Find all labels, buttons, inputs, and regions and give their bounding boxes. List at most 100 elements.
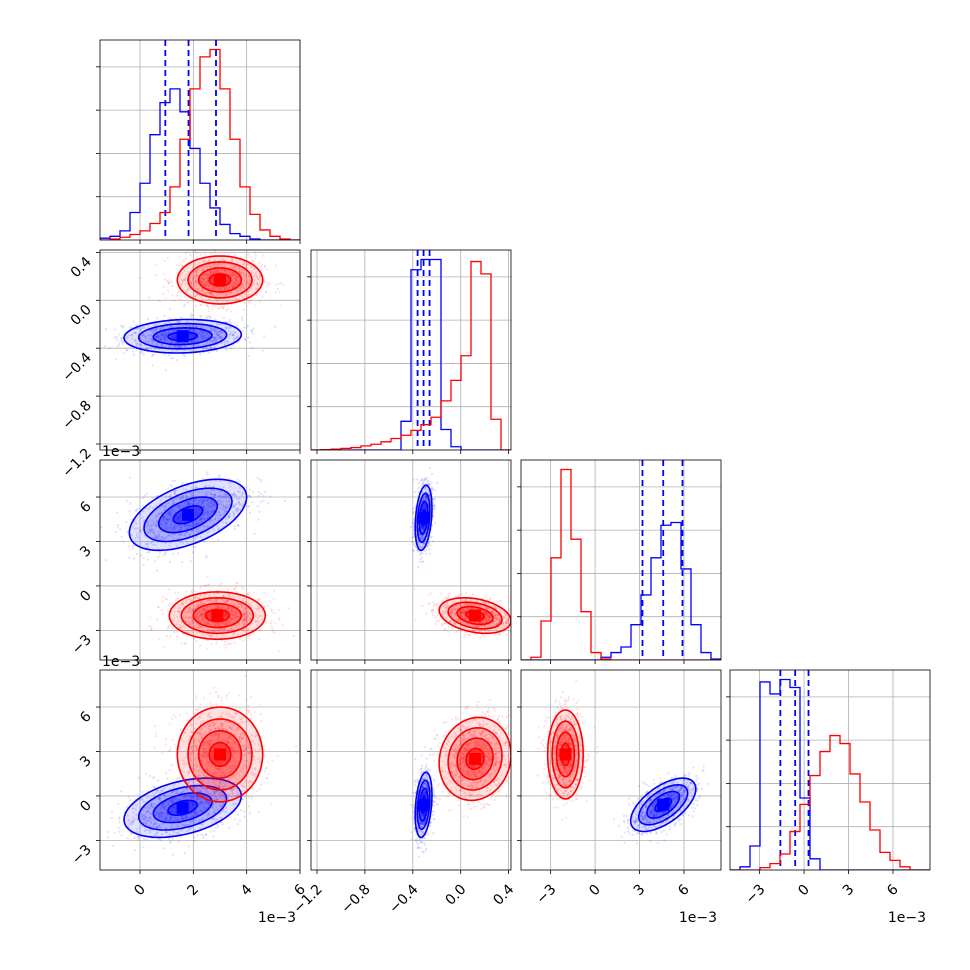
blue-sample-point (224, 340, 227, 343)
red-sample-point (187, 301, 190, 304)
blue-sample-point (158, 336, 161, 339)
blue-sample-point (139, 343, 142, 346)
red-sample-point (156, 618, 159, 621)
red-sample-point (263, 264, 266, 267)
blue-sample-point (259, 492, 262, 495)
blue-sample-point (235, 507, 238, 510)
red-sample-point (207, 275, 210, 278)
blue-sample-point (171, 501, 174, 504)
red-sample-point (223, 287, 226, 290)
red-sample-point (213, 259, 216, 262)
blue-sample-point (172, 537, 175, 540)
red-sample-point (209, 271, 212, 274)
blue-sample-point (197, 491, 200, 494)
blue-sample-point (222, 317, 225, 320)
blue-sample-point (175, 524, 178, 527)
blue-sample-point (168, 544, 171, 547)
blue-sample-point (235, 510, 238, 513)
blue-sample-point (147, 325, 150, 328)
red-sample-point (208, 257, 211, 260)
blue-contour-line (152, 326, 213, 346)
red-sample-point (193, 262, 196, 265)
blue-sample-point (133, 527, 137, 530)
blue-sample-point (126, 837, 129, 840)
red-sample-point (210, 279, 214, 282)
blue-sample-point (170, 528, 174, 531)
blue-sample-point (217, 330, 220, 334)
blue-sample-point (181, 533, 184, 537)
blue-sample-point (178, 324, 181, 327)
blue-sample-point (155, 519, 158, 522)
red-sample-point (202, 284, 205, 287)
red-sample-point (245, 274, 248, 277)
blue-sample-point (126, 335, 129, 339)
blue-sample-point (202, 505, 205, 508)
blue-sample-point (211, 493, 214, 496)
red-sample-point (246, 593, 249, 596)
red-sample-point (274, 264, 277, 267)
red-sample-point (231, 257, 234, 260)
blue-sample-point (191, 494, 194, 497)
blue-sample-point (228, 513, 231, 516)
red-sample-point (224, 263, 227, 266)
blue-sample-point (248, 494, 251, 497)
blue-sample-point (181, 561, 184, 564)
red-sample-point (184, 278, 187, 281)
red-density-peak (214, 273, 226, 286)
blue-sample-point (226, 514, 229, 517)
red-sample-point (202, 819, 205, 822)
red-sample-point (229, 310, 232, 313)
red-sample-point (225, 309, 228, 312)
blue-sample-point (124, 337, 127, 340)
red-sample-point (272, 598, 275, 601)
blue-sample-point (173, 489, 176, 492)
blue-sample-point (169, 523, 172, 526)
blue-sample-point (177, 519, 180, 522)
red-sample-point (230, 264, 233, 267)
red-sample-point (212, 686, 215, 689)
blue-sample-point (156, 779, 160, 782)
blue-sample-point (115, 335, 118, 339)
blue-sample-point (209, 513, 212, 516)
blue-sample-point (177, 320, 180, 324)
red-sample-point (177, 597, 180, 600)
blue-sample-point (206, 473, 209, 476)
blue-sample-point (170, 535, 173, 538)
blue-density-peak (176, 330, 189, 343)
blue-sample-point (210, 501, 213, 504)
red-sample-point (224, 646, 227, 649)
red-sample-point (215, 269, 218, 272)
blue-sample-point (136, 507, 139, 510)
blue-sample-point (179, 321, 182, 324)
blue-sample-point (96, 336, 98, 338)
blue-sample-point (157, 555, 160, 559)
blue-sample-point (210, 511, 213, 514)
blue-sample-point (238, 486, 241, 489)
blue-sample-point (168, 526, 171, 529)
red-sample-point (206, 280, 209, 283)
red-sample-point (235, 280, 238, 283)
red-sample-point (181, 271, 184, 274)
blue-sample-point (198, 508, 201, 511)
blue-sample-point (168, 518, 171, 521)
blue-sample-point (199, 353, 202, 356)
blue-sample-point (234, 818, 237, 821)
red-sample-point (248, 591, 251, 594)
red-sample-point (248, 282, 251, 285)
blue-sample-point (150, 528, 153, 531)
blue-sample-point (217, 510, 220, 514)
blue-sample-point (143, 326, 146, 329)
red-sample-point (210, 291, 213, 294)
blue-sample-point (149, 524, 152, 527)
blue-sample-point (188, 348, 191, 351)
blue-sample-point (164, 335, 167, 338)
blue-sample-point (186, 527, 189, 530)
blue-sample-point (194, 485, 197, 489)
blue-sample-point (129, 799, 132, 802)
red-sample-point (162, 595, 165, 598)
red-sample-point (218, 307, 221, 310)
red-sample-point (238, 637, 241, 641)
red-sample-point (248, 709, 251, 712)
blue-sample-point (191, 492, 194, 495)
red-contour-line (187, 261, 253, 299)
